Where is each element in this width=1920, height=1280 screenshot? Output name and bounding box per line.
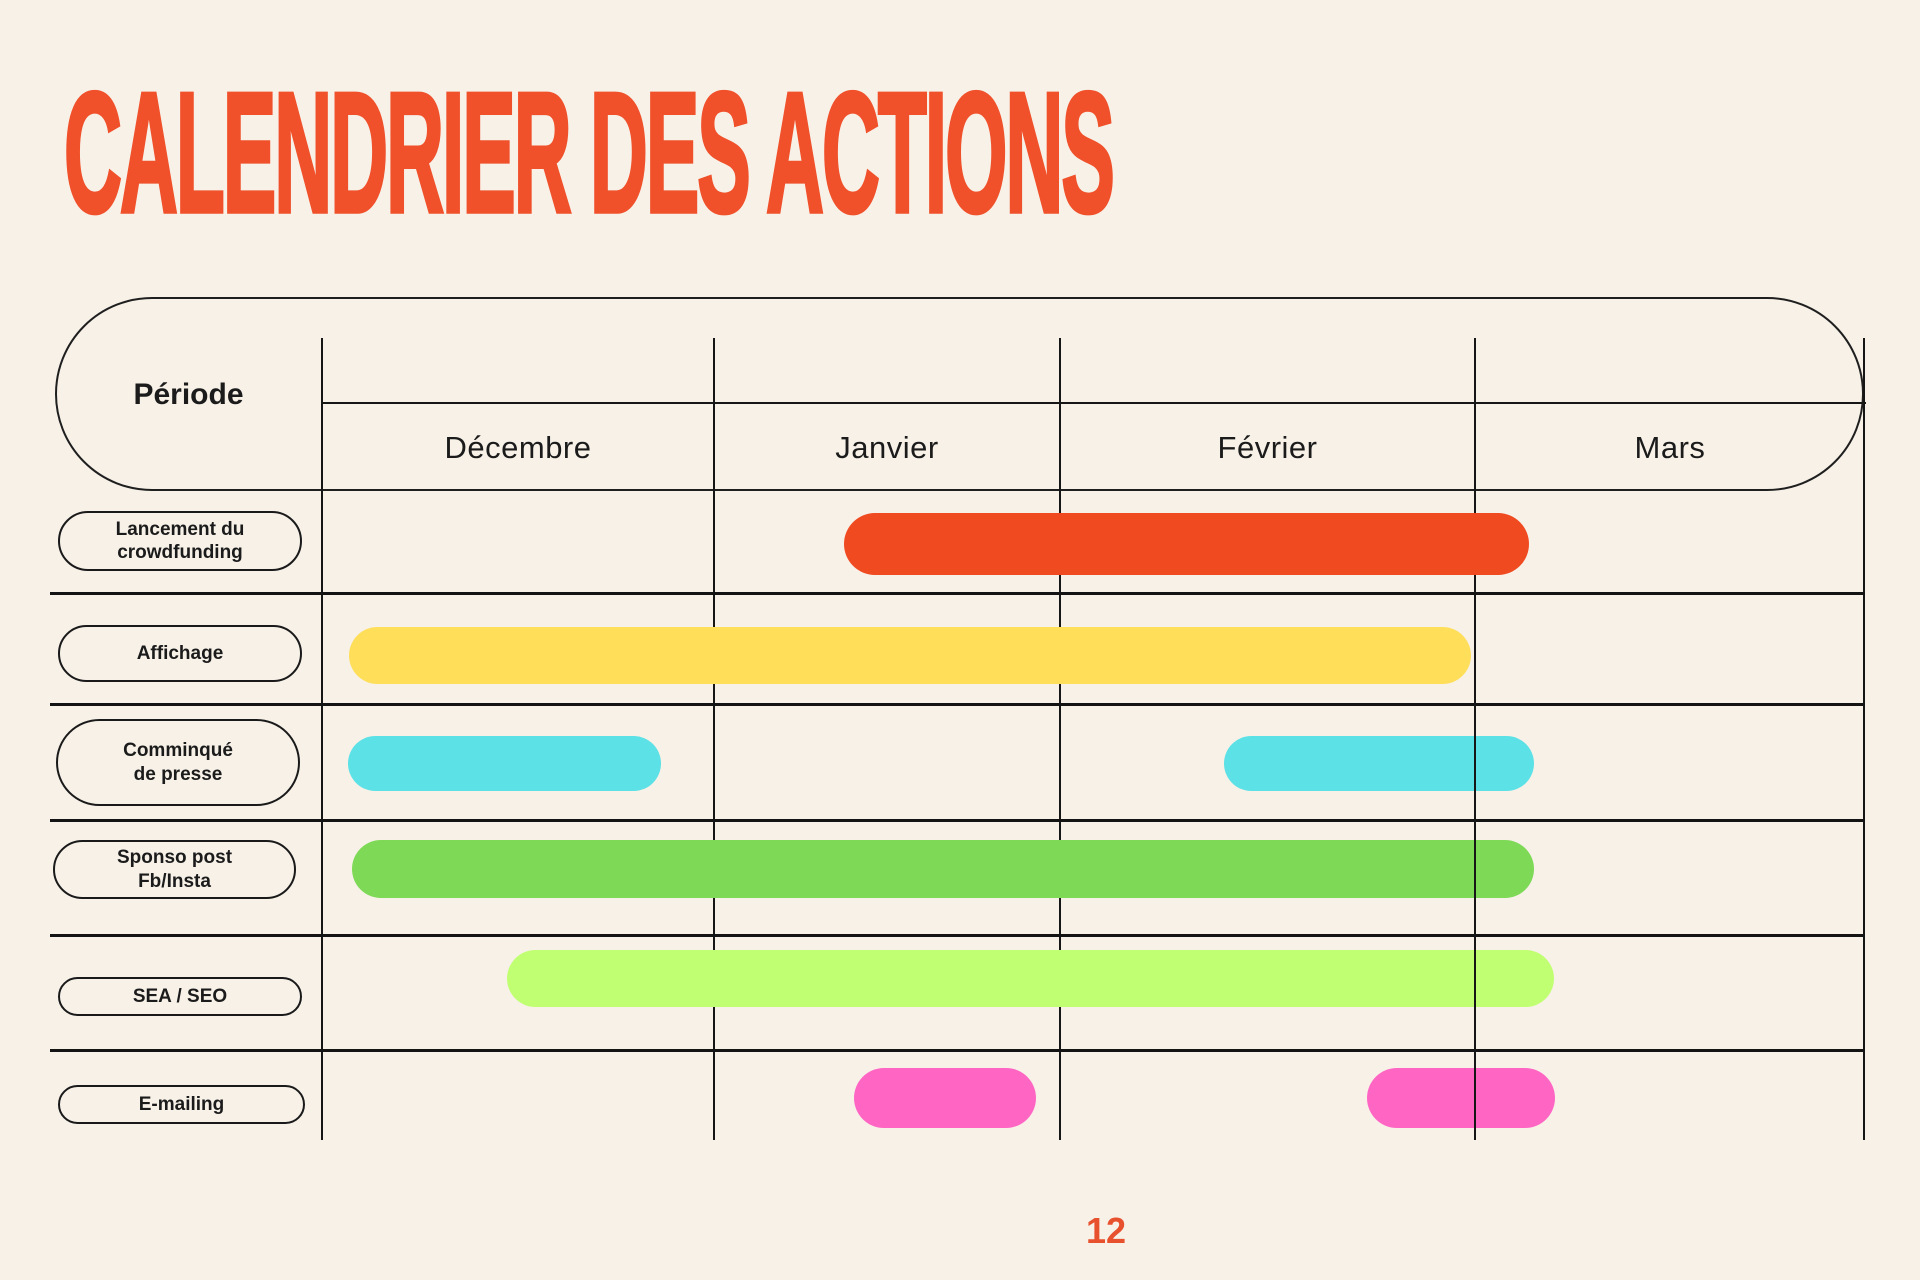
row-separator-1 (50, 592, 1865, 595)
bar-communique-presse-1 (348, 736, 661, 791)
bar-emailing-2 (1367, 1068, 1555, 1128)
bar-sponso-post (352, 840, 1534, 898)
bar-emailing-1 (854, 1068, 1036, 1128)
row-separator-4 (50, 934, 1865, 937)
month-header-fevrier: Février (1217, 430, 1318, 465)
page-number: 12 (1085, 1210, 1127, 1251)
row-label-communique-presse: Comminqué de presse (56, 719, 300, 806)
row-label-sponso-post: Sponso post Fb/Insta (53, 840, 296, 899)
row-label-emailing: E-mailing (58, 1085, 305, 1124)
row-label-affichage: Affichage (58, 625, 302, 682)
month-header-decembre: Décembre (444, 430, 592, 465)
grid-vline-2 (713, 338, 715, 1140)
grid-vline-4 (1474, 338, 1476, 1140)
grid-vline-1 (321, 338, 323, 1140)
bar-affichage (349, 627, 1471, 684)
month-header-mars: Mars (1634, 430, 1706, 465)
row-separator-3 (50, 819, 1865, 822)
grid-vline-right-border (1863, 338, 1865, 1140)
row-label-lancement-crowdfunding: Lancement du crowdfunding (58, 511, 302, 571)
bar-sea-seo (507, 950, 1554, 1007)
period-header-label: Période (133, 378, 244, 411)
row-label-sea-seo: SEA / SEO (58, 977, 302, 1016)
header-divider-line (322, 402, 1866, 404)
month-header-janvier: Janvier (835, 430, 939, 465)
bar-lancement-crowdfunding (844, 513, 1529, 575)
row-separator-5 (50, 1049, 1865, 1052)
bar-communique-presse-2 (1224, 736, 1534, 791)
row-separator-2 (50, 703, 1865, 706)
page-title: CALENDRIER DES ACTIONS (63, 57, 1116, 250)
grid-vline-3 (1059, 338, 1061, 1140)
